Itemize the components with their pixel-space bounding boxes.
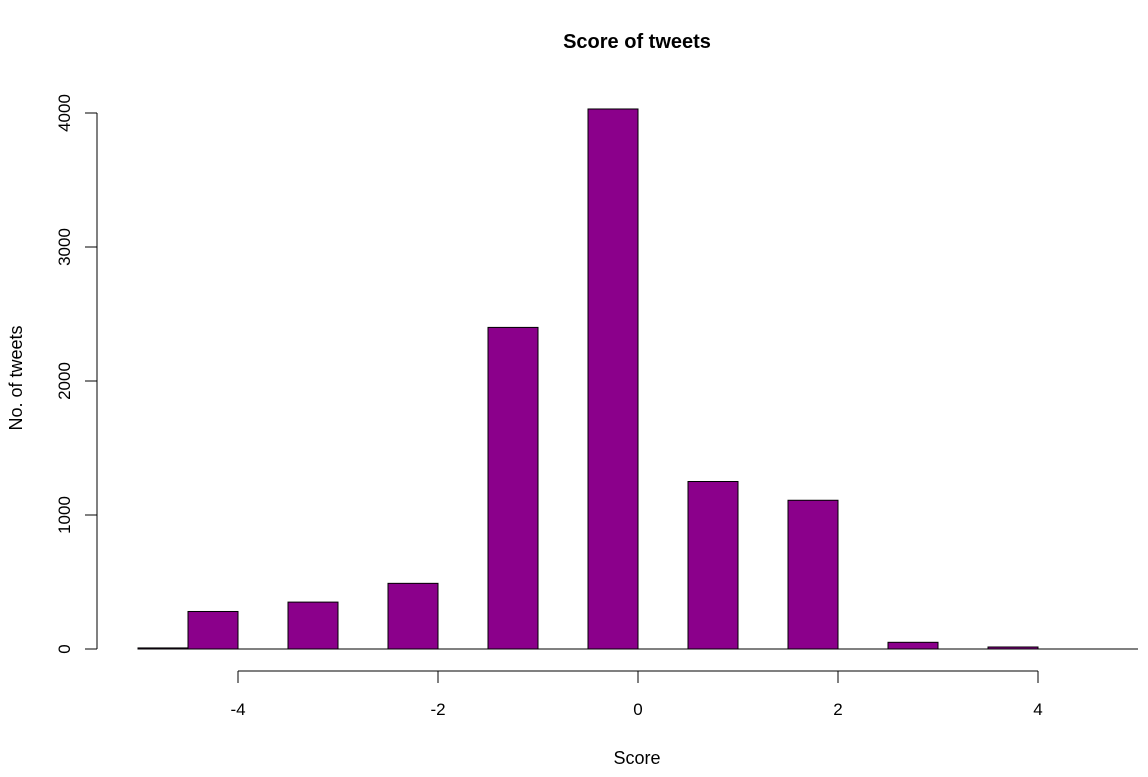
bar-4: [487, 326, 539, 650]
bar-0: [137, 647, 189, 650]
bar-6: [687, 481, 739, 650]
bar-1: [187, 610, 239, 650]
y-tick-label-0: 0: [55, 644, 74, 653]
x-tick-label-2: 0: [633, 700, 642, 719]
x-tick-label-3: 2: [833, 700, 842, 719]
bars-group: [137, 108, 1039, 650]
y-axis: 0 1000 2000 3000 4000: [55, 94, 98, 654]
x-axis-label: Score: [613, 748, 660, 768]
bar-7: [787, 499, 839, 650]
x-tick-label-4: 4: [1033, 700, 1042, 719]
y-tick-label-1: 1000: [55, 496, 74, 534]
y-tick-label-2: 2000: [55, 362, 74, 400]
chart-title: Score of tweets: [563, 31, 711, 53]
bar-3: [387, 582, 439, 650]
x-axis: -4 -2 0 2 4: [230, 670, 1043, 719]
y-tick-label-3: 3000: [55, 228, 74, 266]
bar-5: [587, 108, 639, 650]
bar-8: [887, 641, 939, 650]
x-tick-label-0: -4: [230, 700, 245, 719]
y-axis-label: No. of tweets: [6, 325, 26, 430]
y-tick-label-4: 4000: [55, 94, 74, 132]
x-tick-label-1: -2: [430, 700, 445, 719]
bar-9: [987, 646, 1039, 650]
bar-2: [287, 601, 339, 650]
